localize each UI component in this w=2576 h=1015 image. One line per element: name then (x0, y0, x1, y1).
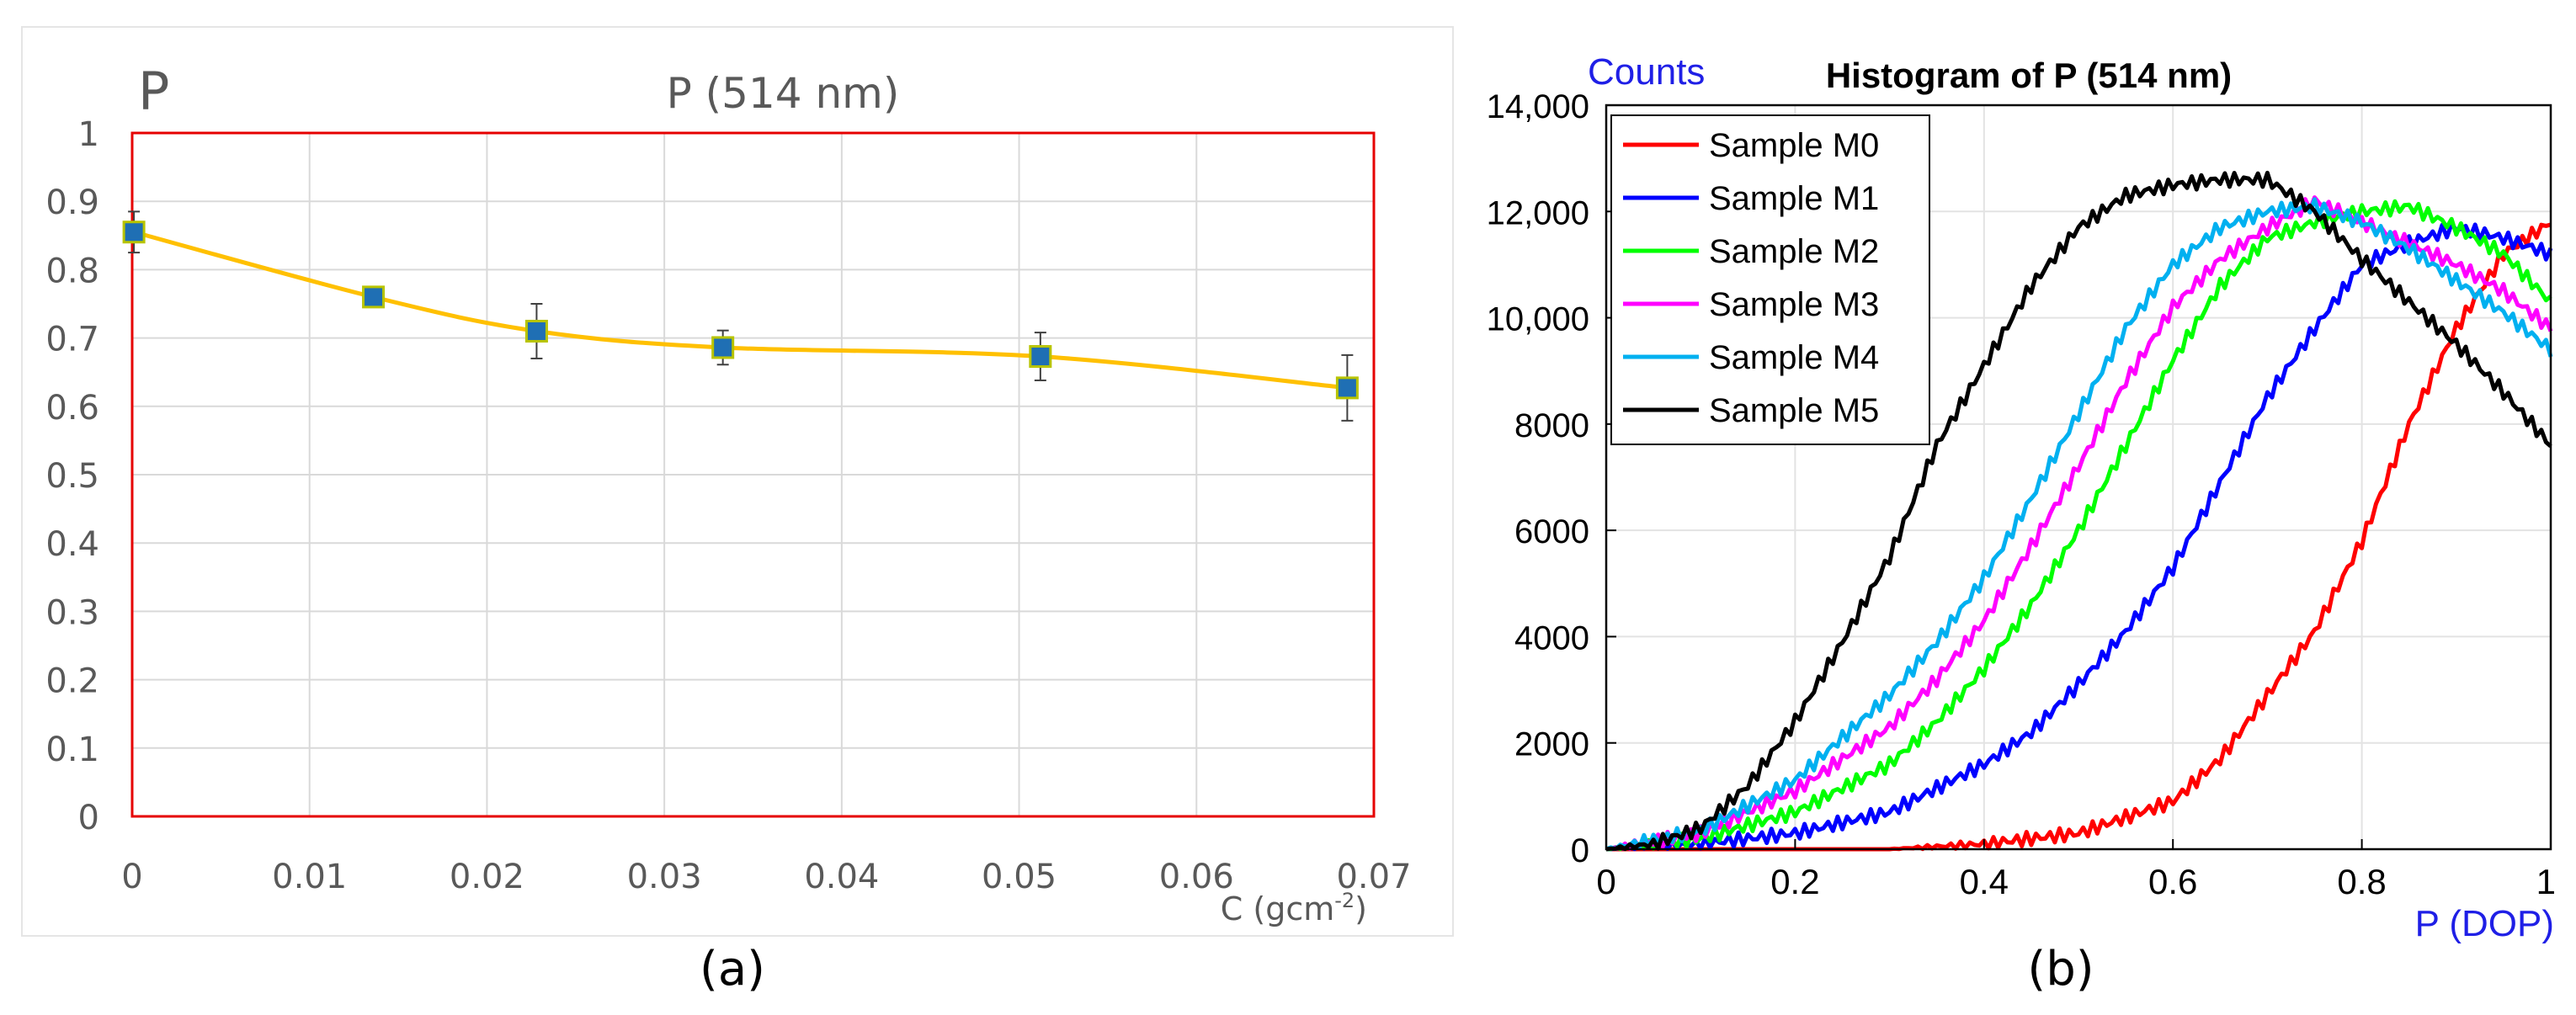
caption-a: (a) (700, 942, 765, 996)
series-line-sample-m4 (1605, 197, 2553, 852)
chart-a-ylabel: P (138, 61, 169, 122)
data-point-marker (524, 319, 548, 343)
panel-b: 0 2000 4000 6000 8000 10,000 12,000 14,000 0 0.2… (1487, 51, 2556, 944)
chart-a-frame (130, 131, 1376, 818)
y-tick-label: 0.6 (45, 389, 99, 428)
y-tick-label: 14,000 (1487, 88, 1589, 125)
x-tick-label: 0.4 (1960, 862, 2009, 901)
data-point-marker (1029, 345, 1052, 369)
series-line-sample-m3 (1605, 195, 2553, 852)
chart-a-series-line (133, 230, 1348, 391)
legend-item: Sample M1 (1623, 180, 1879, 217)
legend-item: Sample M4 (1623, 339, 1879, 376)
data-point-marker (1335, 376, 1359, 400)
y-tick-label: 0.9 (45, 183, 99, 222)
series-line-sample-m2 (1605, 199, 2552, 852)
chart-a-xlabel-sup: -2 (1334, 889, 1355, 912)
y-tick-label: 0.8 (45, 252, 99, 290)
x-tick-label: 0.04 (804, 858, 879, 896)
y-tick-label: 0.4 (45, 525, 99, 564)
y-tick-label: 0.3 (45, 593, 99, 632)
x-tick-label: 0.01 (272, 858, 347, 896)
y-tick-label: 0.1 (45, 731, 99, 769)
legend-label: Sample M2 (1709, 233, 1879, 270)
x-tick-label: 0.02 (450, 858, 524, 896)
y-tick-label: 0.2 (45, 662, 99, 701)
chart-a-xlabel-main: C (gcm (1221, 890, 1334, 927)
legend-label: Sample M4 (1709, 339, 1879, 376)
data-point-marker (122, 221, 146, 244)
data-point-marker (711, 336, 735, 359)
x-tick-label: 0.6 (2148, 862, 2197, 901)
x-tick-label: 1 (2536, 862, 2556, 901)
x-tick-label: 0 (121, 858, 142, 896)
legend-label: Sample M1 (1709, 180, 1879, 217)
chart-a-title: P (514 nm) (667, 69, 900, 118)
chart-a-xlabel: C (gcm-2) (1221, 889, 1367, 927)
y-tick-label: 0 (1571, 832, 1589, 869)
legend-label: Sample M5 (1709, 392, 1879, 429)
caption-b: (b) (2027, 942, 2094, 996)
legend-item: Sample M2 (1623, 233, 1879, 270)
legend-label: Sample M0 (1709, 127, 1879, 164)
y-tick-label: 4000 (1514, 619, 1589, 656)
legend-item: Sample M0 (1623, 127, 1879, 164)
y-tick-label: 12,000 (1487, 194, 1589, 231)
chart-b-x-ticks: 0 0.2 0.4 0.6 0.8 1 (1596, 839, 2556, 901)
legend-label: Sample M3 (1709, 286, 1879, 323)
panel-a: 00.10.20.30.40.50.60.70.80.91 0 0.01 0.02 0… (21, 26, 1454, 937)
chart-b-legend: Sample M0 Sample M1 Sample M2 Sample M3 Samp… (1610, 114, 1930, 445)
y-tick-label: 6000 (1514, 513, 1589, 550)
data-point-marker (362, 285, 386, 309)
x-tick-label: 0 (1596, 862, 1615, 901)
chart-a-markers (122, 221, 1359, 400)
panel-a-border (21, 26, 1454, 937)
x-tick-label: 0.07 (1336, 858, 1411, 896)
x-tick-label: 0.8 (2337, 862, 2386, 901)
chart-b-grid (1606, 105, 2551, 849)
legend-item: Sample M5 (1623, 392, 1879, 429)
chart-a-grid (132, 133, 1374, 816)
chart-b-y-ticks: 0 2000 4000 6000 8000 10,000 12,000 14,000 (1487, 88, 1616, 869)
y-tick-label: 10,000 (1487, 301, 1589, 338)
x-tick-label: 0.03 (627, 858, 702, 896)
chart-b-ylabel: Counts (1588, 51, 1705, 93)
x-tick-label: 0.06 (1159, 858, 1234, 896)
legend-item: Sample M3 (1623, 286, 1879, 323)
y-tick-label: 2000 (1514, 726, 1589, 763)
chart-b-title: Histogram of P (514 nm) (1826, 56, 2232, 95)
chart-b-frame (1605, 104, 2552, 851)
series-line-sample-m5 (1605, 170, 2552, 852)
y-tick-label: 1 (78, 115, 99, 154)
chart-a-x-ticks: 0 0.01 0.02 0.03 0.04 0.05 0.06 0.07 (121, 858, 1411, 896)
x-tick-label: 0.05 (982, 858, 1056, 896)
y-tick-label: 0 (78, 799, 99, 837)
chart-a-y-ticks: 0 0.1 0.2 0.3 0.4 0.5 0.6 0.7 0.8 0.9 1 (45, 115, 99, 837)
x-tick-label: 0.2 (1770, 862, 1819, 901)
legend-box (1610, 114, 1930, 445)
chart-a-xlabel-close: ) (1355, 890, 1367, 927)
chart-b-xlabel: P (DOP) (2415, 903, 2554, 944)
y-tick-label: 8000 (1514, 407, 1589, 444)
y-tick-label: 0.5 (45, 457, 99, 496)
y-tick-label: 0.7 (45, 321, 99, 359)
series-line-sample-m1 (1605, 221, 2553, 852)
